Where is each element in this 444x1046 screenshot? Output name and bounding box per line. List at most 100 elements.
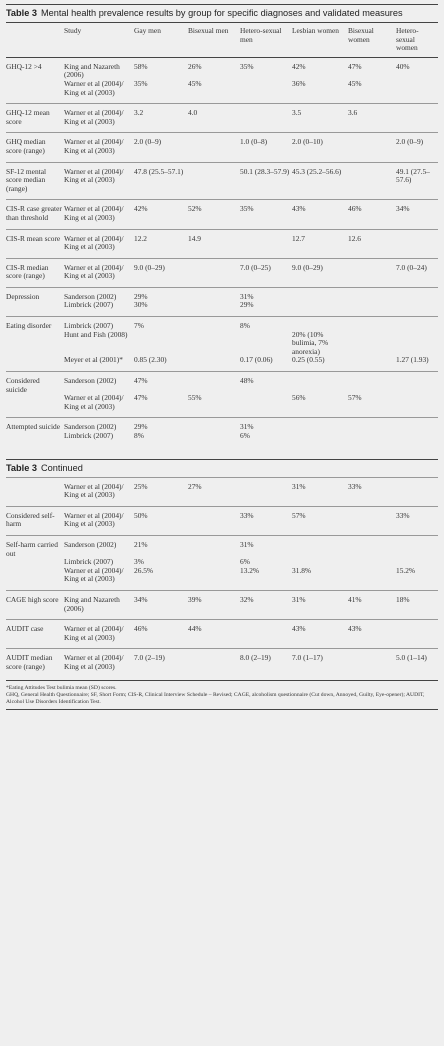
value-cell: 2.0 (0–10): [292, 137, 323, 147]
value-cell: 27%: [188, 481, 202, 491]
header-cell: Gay men: [134, 26, 161, 35]
measure-cell: AUDIT median score (range): [6, 653, 53, 671]
value-cell: 41%: [348, 594, 362, 604]
value-cell: 6%: [240, 557, 250, 567]
value-cell: [348, 535, 396, 558]
value-cell: 34%: [396, 204, 410, 214]
value-cell: 0.85 (2.30): [134, 355, 167, 365]
value-cell: 40%: [396, 61, 410, 71]
value-cell: 2.0 (0–9): [396, 137, 424, 147]
value-cell: [348, 287, 396, 301]
study-cell: Sanderson (2002): [64, 291, 117, 301]
value-cell: 14.9: [188, 233, 201, 243]
data-row: AUDIT case Warner et al (2004)/ King et a…: [6, 619, 438, 649]
value-cell: 31%: [240, 291, 254, 301]
value-cell: 7.0 (2–19): [134, 653, 165, 663]
value-cell: 42%: [134, 204, 148, 214]
end-rule: [6, 708, 438, 710]
value-cell: [240, 620, 292, 649]
study-cell: Warner et al (2004)/ King et al (2003): [64, 510, 124, 529]
value-cell: 0.17 (0.06): [240, 355, 273, 365]
value-cell: 12.2: [134, 233, 147, 243]
value-cell: [396, 287, 438, 301]
value-cell: [292, 418, 348, 432]
table-body: GHQ-12 >4 King and Nazareth (2006) 58% 26% 3…: [6, 57, 438, 446]
study-cell: Warner et al (2004)/ King et al (2003): [64, 204, 124, 222]
value-cell: [188, 162, 240, 200]
header-cell: Hetero-sexual men: [240, 26, 282, 44]
value-cell: 12.6: [348, 233, 361, 243]
value-cell: 31%: [240, 539, 254, 549]
measure-cell: Attempted suicide: [6, 422, 60, 432]
data-row: CIS-R median score (range) Warner et al (…: [6, 258, 438, 287]
header-cell: Bisexual women: [348, 26, 374, 44]
study-cell: Sanderson (2002): [64, 422, 117, 432]
value-cell: [292, 535, 348, 558]
value-cell: 50.1 (28.3–57.9): [240, 166, 290, 176]
data-row: Considered self-harm Warner et al (2004)/…: [6, 506, 438, 535]
value-cell: [292, 372, 348, 395]
study-cell: King and Nazareth (2006): [64, 61, 120, 80]
value-cell: 30%: [134, 300, 148, 310]
value-cell: 18%: [396, 594, 410, 604]
measure-cell: CIS-R median score (range): [6, 262, 49, 281]
study-cell: Sanderson (2002): [64, 539, 117, 549]
value-cell: [348, 356, 396, 371]
measure-cell: AUDIT case: [6, 624, 44, 634]
value-cell: [348, 558, 396, 567]
header-cell: Lesbian women: [292, 26, 339, 35]
data-row: CAGE high score King and Nazareth (2006) 3…: [6, 590, 438, 619]
value-cell: 43%: [292, 624, 306, 634]
value-cell: [240, 331, 292, 357]
value-cell: [188, 301, 240, 316]
value-cell: 5.0 (1–14): [396, 653, 427, 663]
measure-cell: [6, 80, 64, 104]
value-cell: [188, 317, 240, 331]
value-cell: 50%: [134, 510, 148, 520]
measure-cell: SF-12 mental score median (range): [6, 166, 47, 193]
value-cell: [188, 331, 240, 357]
value-cell: 31%: [240, 422, 254, 432]
value-cell: 7.0 (0–24): [396, 262, 427, 272]
value-cell: 29%: [134, 422, 148, 432]
value-cell: [188, 133, 240, 162]
study-cell: Warner et al (2004)/ King et al (2003): [64, 565, 124, 584]
measure-cell: CIS-R mean score: [6, 233, 61, 243]
value-cell: 0.25 (0.55): [292, 355, 325, 365]
value-cell: [396, 477, 438, 506]
data-row: Warner et al (2004)/ King et al (2003) 47…: [6, 393, 438, 418]
value-cell: [396, 372, 438, 395]
value-cell: 43%: [292, 204, 306, 214]
value-cell: [188, 558, 240, 567]
measure-cell: Self-harm carried out: [6, 539, 58, 558]
value-cell: [240, 394, 292, 418]
value-cell: [188, 535, 240, 558]
value-cell: [396, 418, 438, 432]
measure-cell: Eating disorder: [6, 321, 52, 331]
data-row: Limbrick (2007) 3% 6%: [6, 558, 438, 567]
measure-cell: [6, 356, 64, 371]
study-cell: Hunt and Fish (2008): [64, 329, 128, 339]
table-label: Table 3: [6, 462, 37, 473]
value-cell: [292, 301, 348, 316]
document: Table 3 Mental health prevalence results …: [6, 4, 438, 710]
value-cell: [348, 567, 396, 591]
value-cell: [188, 506, 240, 535]
footnote: GHQ, General Health Questionnaire; SF, S…: [6, 691, 425, 705]
results-table: Warner et al (2004)/ King et al (2003) 25…: [6, 477, 438, 678]
header-cell: Study: [64, 26, 82, 35]
value-cell: [396, 331, 438, 357]
measure-cell: [6, 301, 64, 316]
data-row: CIS-R mean score Warner et al (2004)/ Kin…: [6, 229, 438, 258]
value-cell: 3.6: [348, 108, 358, 118]
study-cell: Limbrick (2007): [64, 557, 114, 567]
value-cell: 32%: [240, 594, 254, 604]
value-cell: 9.0 (0–29): [134, 262, 165, 272]
measure-cell: [6, 558, 64, 567]
value-cell: [396, 432, 438, 447]
study-cell: Warner et al (2004)/ King et al (2003): [64, 262, 124, 281]
measure-cell: Considered self-harm: [6, 510, 55, 529]
header-cell: Hetero-sexual women: [396, 26, 419, 53]
measure-cell: [6, 477, 64, 506]
value-cell: 4.0: [188, 108, 198, 118]
